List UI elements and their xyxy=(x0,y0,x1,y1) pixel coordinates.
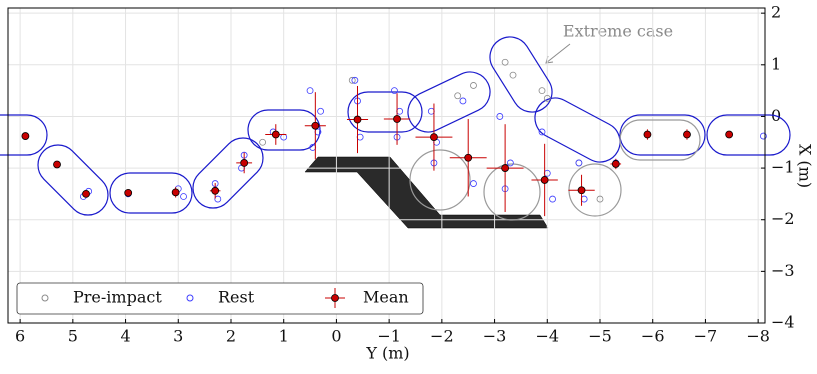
point xyxy=(396,107,404,115)
y-tick-label: 2 xyxy=(771,3,781,22)
robot-outline xyxy=(37,144,109,216)
x-tick-label: 2 xyxy=(226,327,236,346)
point xyxy=(580,195,588,203)
mean-point xyxy=(21,132,30,140)
legend-label: Mean xyxy=(363,288,409,307)
point xyxy=(306,87,314,95)
obstacle xyxy=(304,156,549,229)
legend-label: Rest xyxy=(218,288,255,307)
x-tick-label: 0 xyxy=(331,327,341,346)
robot-outline xyxy=(706,114,791,156)
y-tick-label: 1 xyxy=(771,54,781,73)
point xyxy=(596,195,604,203)
point xyxy=(509,71,517,79)
y-tick-label: −2 xyxy=(771,209,795,228)
y-axis-label: X (m) xyxy=(796,144,815,188)
point xyxy=(470,82,477,89)
mean-point xyxy=(430,133,438,141)
point xyxy=(317,107,325,115)
legend-box xyxy=(16,282,424,315)
point xyxy=(348,76,356,84)
x-tick-label: 6 xyxy=(15,327,25,346)
point xyxy=(501,58,509,66)
robot-outline xyxy=(347,91,423,133)
mean-point xyxy=(124,188,133,197)
x-tick-label: 1 xyxy=(279,327,289,346)
point xyxy=(427,107,435,115)
x-tick-label: −4 xyxy=(535,327,559,346)
x-tick-label: −8 xyxy=(746,327,770,346)
mean-point xyxy=(82,190,90,198)
x-tick-label: 4 xyxy=(120,327,130,346)
x-tick-label: −7 xyxy=(694,327,718,346)
legend-marker xyxy=(331,294,339,302)
point xyxy=(543,94,551,102)
mean-point xyxy=(393,115,401,123)
y-tick-label: −3 xyxy=(771,261,795,280)
point xyxy=(351,76,359,84)
mean-point xyxy=(725,130,734,139)
robot-outline xyxy=(619,119,701,161)
mean-point xyxy=(611,160,620,168)
mean-point xyxy=(501,164,510,172)
point xyxy=(454,92,462,100)
robot-outline xyxy=(489,36,553,113)
mean-point xyxy=(577,186,586,195)
point xyxy=(760,132,767,140)
annotation: Extreme case xyxy=(563,22,673,41)
x-tick-label: 3 xyxy=(173,327,183,346)
point xyxy=(549,195,556,203)
x-axis-label: Y (m) xyxy=(365,344,409,363)
point xyxy=(459,97,467,105)
point xyxy=(506,159,514,167)
mean-point xyxy=(211,186,220,195)
point xyxy=(538,128,546,136)
robot-outline xyxy=(407,71,491,133)
legend-marker xyxy=(41,294,49,302)
robot-outline xyxy=(409,149,471,211)
mean-point xyxy=(643,130,652,139)
robot-outline xyxy=(109,172,193,214)
x-tick-label: 5 xyxy=(68,327,78,346)
mean-point xyxy=(271,130,280,139)
mean-point xyxy=(353,115,362,124)
point xyxy=(470,180,477,187)
legend-marker xyxy=(186,294,194,302)
mean-point xyxy=(311,121,320,130)
x-tick-label: −3 xyxy=(483,327,507,346)
y-tick-label: −4 xyxy=(771,313,795,332)
mean-point xyxy=(683,130,691,139)
x-tick-label: −5 xyxy=(588,327,612,346)
plot-frame xyxy=(7,7,766,324)
mean-point xyxy=(540,176,549,184)
mean-point xyxy=(53,160,61,169)
legend-label: Pre-impact xyxy=(73,288,162,307)
point xyxy=(356,133,364,141)
x-tick-label: −6 xyxy=(641,327,665,346)
x-tick-label: −1 xyxy=(377,327,401,346)
point xyxy=(259,138,267,146)
point xyxy=(214,195,222,203)
annotation-arrow xyxy=(545,43,571,64)
mean-point xyxy=(240,159,249,167)
x-tick-label: −2 xyxy=(430,327,454,346)
point xyxy=(575,159,583,167)
robot-outline xyxy=(534,97,621,163)
y-tick-label: −1 xyxy=(771,158,795,177)
point xyxy=(391,87,398,95)
robot-outline xyxy=(483,163,541,221)
point xyxy=(496,113,504,120)
robot-outline xyxy=(192,137,264,209)
mean-point xyxy=(171,188,180,197)
robot-outlines xyxy=(0,36,791,221)
point xyxy=(538,87,546,95)
mean-point xyxy=(464,153,473,162)
point xyxy=(180,193,187,200)
